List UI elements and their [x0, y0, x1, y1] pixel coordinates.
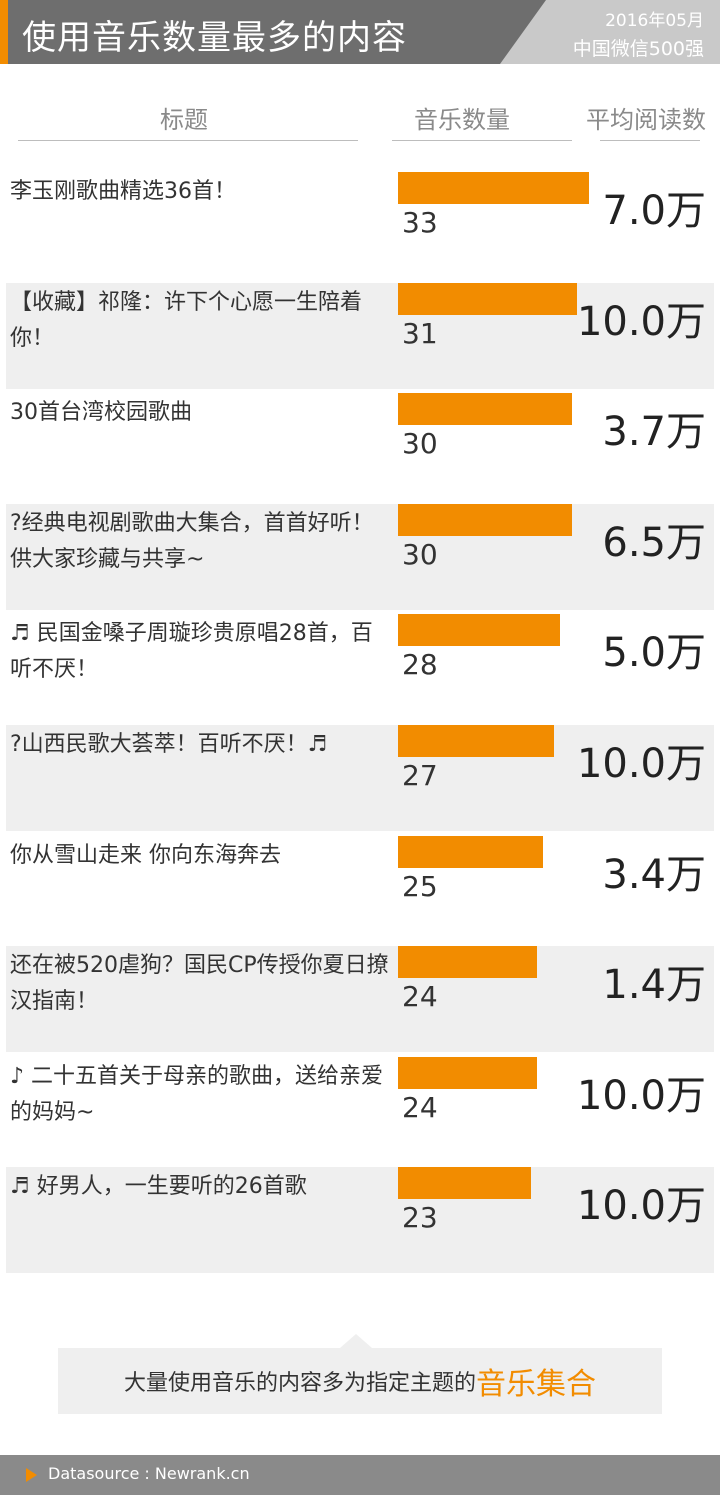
header-accent-strip — [0, 0, 8, 64]
row-title: 你从雪山走来 你向东海奔去 — [10, 842, 281, 868]
column-divider-title — [18, 140, 358, 141]
avg-reads-value: 3.4万 — [602, 851, 706, 898]
avg-reads-value: 10.0万 — [576, 741, 706, 787]
callout-notch — [340, 1334, 372, 1348]
row-title: ♪ 二十五首关于母亲的歌曲，送给亲爱的妈妈~ — [10, 1063, 384, 1125]
column-header-music-count: 音乐数量 — [414, 106, 510, 134]
music-count-bar — [398, 393, 572, 426]
page-title: 使用音乐数量最多的内容 — [22, 18, 407, 58]
row-title: ♬ 好男人，一生要听的26首歌 — [10, 1174, 307, 1200]
music-count-label: 30 — [402, 537, 438, 571]
table-row: ♪ 二十五首关于母亲的歌曲，送给亲爱的妈妈~ 24 10.0万 — [6, 1056, 714, 1163]
avg-reads-value: 10.0万 — [576, 1072, 706, 1119]
row-title: 【收藏】祁隆：许下个心愿一生陪着你！ — [10, 289, 363, 351]
table-row: ♬ 民国金嗓子周璇珍贵原唱28首，百听不厌！ 28 5.0万 — [6, 614, 714, 720]
row-title: ♬ 民国金嗓子周璇珍贵原唱28首，百听不厌！ — [10, 621, 373, 683]
avg-reads-value: 10.0万 — [576, 298, 706, 345]
music-count-label: 24 — [402, 1090, 438, 1124]
music-count-label: 24 — [402, 980, 438, 1014]
table-row: 你从雪山走来 你向东海奔去 25 3.4万 — [6, 835, 714, 942]
music-count-bar — [398, 946, 537, 979]
column-header-avg-reads: 平均阅读数 — [586, 106, 706, 134]
table-row: 还在被520虐狗？国民CP传授你夏日撩汉指南！ 24 1.4万 — [6, 946, 714, 1053]
music-count-bar — [398, 282, 577, 315]
footer-bar: Datasource : Newrank.cn — [0, 1455, 720, 1495]
row-title: ?经典电视剧歌曲大集合，首首好听！供大家珍藏与共享~ — [10, 510, 374, 572]
avg-reads-value: 7.0万 — [602, 188, 706, 234]
table-row: 李玉刚歌曲精选36首！ 33 7.0万 — [6, 172, 714, 278]
music-count-label: 23 — [402, 1201, 438, 1235]
music-count-label: 31 — [402, 316, 438, 350]
music-count-bar — [398, 1167, 531, 1200]
header-subtitle: 中国微信500强 — [572, 38, 704, 60]
table-row: ♬ 好男人，一生要听的26首歌 23 10.0万 — [6, 1167, 714, 1274]
summary-callout: 大量使用音乐的内容多为指定主题的 音乐集合 — [58, 1348, 662, 1414]
music-count-label: 28 — [402, 648, 438, 682]
row-title: 李玉刚歌曲精选36首！ — [10, 179, 236, 204]
music-count-bar — [398, 835, 543, 868]
row-title: 30首台湾校园歌曲 — [10, 400, 192, 426]
music-count-bar — [398, 725, 554, 757]
row-title: 还在被520虐狗？国民CP传授你夏日撩汉指南！ — [10, 953, 389, 1015]
avg-reads-value: 3.7万 — [602, 409, 706, 456]
avg-reads-value: 6.5万 — [602, 519, 706, 566]
music-count-label: 27 — [402, 759, 438, 792]
data-source: Datasource : Newrank.cn — [48, 1464, 250, 1483]
music-count-bar — [398, 503, 572, 536]
table-row: 【收藏】祁隆：许下个心愿一生陪着你！ 31 10.0万 — [6, 282, 714, 389]
avg-reads-value: 10.0万 — [576, 1183, 706, 1230]
music-count-bar — [398, 1056, 537, 1089]
table-row: 30首台湾校园歌曲 30 3.7万 — [6, 393, 714, 499]
play-triangle-icon — [26, 1468, 37, 1482]
music-count-bar — [398, 172, 589, 204]
callout-highlight: 音乐集合 — [476, 1367, 596, 1402]
music-count-label: 33 — [402, 206, 438, 239]
callout-text: 大量使用音乐的内容多为指定主题的 — [123, 1371, 476, 1396]
avg-reads-value: 5.0万 — [602, 630, 706, 677]
header-date: 2016年05月 — [605, 11, 704, 31]
row-title: ?山西民歌大荟萃！百听不厌！♬ — [10, 732, 328, 757]
table-row: ?经典电视剧歌曲大集合，首首好听！供大家珍藏与共享~ 30 6.5万 — [6, 503, 714, 610]
column-divider-music-count — [392, 140, 572, 141]
music-count-label: 30 — [402, 427, 438, 461]
music-count-label: 25 — [402, 869, 438, 903]
avg-reads-value: 1.4万 — [602, 962, 706, 1009]
music-count-bar — [398, 614, 560, 647]
table-row: ?山西民歌大荟萃！百听不厌！♬ 27 10.0万 — [6, 725, 714, 831]
column-divider-avg-reads — [600, 140, 700, 141]
column-header-title: 标题 — [160, 106, 208, 134]
